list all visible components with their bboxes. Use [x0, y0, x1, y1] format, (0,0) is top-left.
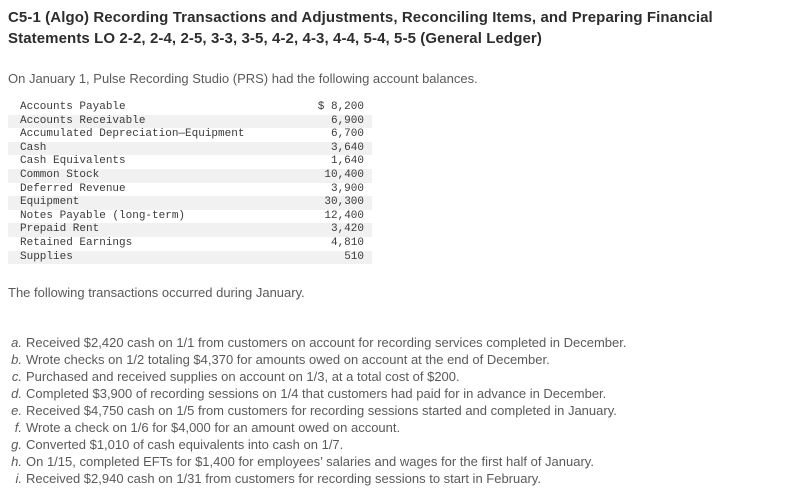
transaction-text: Completed $3,900 of recording sessions o… [26, 386, 607, 402]
account-amount: 12,400 [324, 209, 364, 222]
transaction-letter: g. [11, 437, 22, 453]
account-name: Supplies [20, 250, 73, 263]
transaction-letter: i. [15, 471, 23, 487]
table-row: Retained Earnings 4,810 [8, 237, 372, 251]
account-amount: 4,810 [330, 236, 364, 249]
transaction-letter: d. [11, 386, 22, 402]
transaction-text: Received $2,940 cash on 1/31 from custom… [26, 471, 541, 487]
transaction-letter: f. [14, 420, 22, 436]
transaction-letter: b. [11, 352, 22, 368]
account-amount: 3,640 [330, 141, 364, 154]
account-name: Equipment [20, 196, 80, 209]
list-item: d. Completed $3,900 of recording session… [8, 385, 787, 402]
account-amount: $ 8,200 [317, 101, 364, 113]
table-row: Cash Equivalents 1,640 [8, 155, 372, 169]
account-amount: 6,900 [330, 114, 364, 127]
account-amount: 10,400 [324, 168, 364, 181]
transaction-text: Received $4,750 cash on 1/5 from custome… [26, 403, 617, 419]
account-name: Retained Earnings [20, 236, 133, 249]
account-amount: 3,900 [330, 182, 364, 195]
account-name: Common Stock [20, 168, 100, 181]
table-row: Equipment 30,300 [8, 196, 372, 210]
table-row: Prepaid Rent 3,420 [8, 223, 372, 237]
account-name: Deferred Revenue [20, 182, 126, 195]
intro-paragraph: On January 1, Pulse Recording Studio (PR… [8, 71, 478, 86]
list-item: b. Wrote checks on 1/2 totaling $4,370 f… [8, 351, 787, 368]
list-item: e. Received $4,750 cash on 1/5 from cust… [8, 402, 787, 419]
transaction-letter: h. [11, 454, 22, 470]
table-row: Supplies 510 [8, 250, 372, 265]
table-row: Common Stock 10,400 [8, 168, 372, 183]
transaction-text: Purchased and received supplies on accou… [26, 369, 460, 385]
account-name: Prepaid Rent [20, 223, 100, 236]
account-name: Notes Payable (long-term) [20, 209, 186, 222]
account-amount: 1,640 [330, 155, 364, 168]
account-name: Cash Equivalents [20, 155, 126, 168]
account-amount: 510 [344, 250, 364, 263]
transaction-letter: a. [11, 335, 22, 351]
account-amount: 3,420 [330, 223, 364, 236]
table-row: Notes Payable (long-term) 12,400 [8, 210, 372, 224]
transaction-text: Converted $1,010 of cash equivalents int… [26, 437, 344, 453]
table-row: Deferred Revenue 3,900 [8, 183, 372, 197]
account-balances-table: Accounts Payable $ 8,200 Accounts Receiv… [8, 101, 372, 265]
transaction-text: Wrote a check on 1/6 for $4,000 for an a… [26, 420, 401, 436]
table-row: Accounts Receivable 6,900 [8, 114, 372, 129]
list-item: a. Received $2,420 cash on 1/1 from cust… [8, 334, 787, 351]
table-row: Accumulated Depreciation—Equipment 6,700 [8, 128, 372, 142]
list-item: g. Converted $1,010 of cash equivalents … [8, 436, 787, 453]
account-amount: 30,300 [324, 196, 364, 209]
transactions-intro: The following transactions occurred duri… [8, 285, 305, 301]
account-name: Accounts Payable [20, 101, 126, 113]
transaction-letter: c. [11, 369, 22, 385]
account-name: Cash [20, 141, 47, 154]
page-title: C5-1 (Algo) Recording Transactions and A… [8, 9, 713, 47]
transaction-text: Received $2,420 cash on 1/1 from custome… [26, 335, 627, 351]
account-amount: 6,700 [330, 128, 364, 141]
list-item: h. On 1/15, completed EFTs for $1,400 fo… [8, 453, 787, 470]
list-item: c. Purchased and received supplies on ac… [8, 368, 787, 385]
transaction-letter: e. [11, 403, 22, 419]
list-item: f. Wrote a check on 1/6 for $4,000 for a… [8, 419, 787, 436]
transactions-list: a. Received $2,420 cash on 1/1 from cust… [8, 334, 787, 487]
account-name: Accounts Receivable [20, 114, 146, 127]
account-name: Accumulated Depreciation—Equipment [20, 128, 245, 141]
list-item: i. Received $2,940 cash on 1/31 from cus… [8, 470, 787, 487]
transaction-text: Wrote checks on 1/2 totaling $4,370 for … [26, 352, 550, 368]
table-row: Accounts Payable $ 8,200 [8, 101, 372, 115]
table-row: Cash 3,640 [8, 141, 372, 156]
transaction-text: On 1/15, completed EFTs for $1,400 for e… [26, 454, 594, 470]
